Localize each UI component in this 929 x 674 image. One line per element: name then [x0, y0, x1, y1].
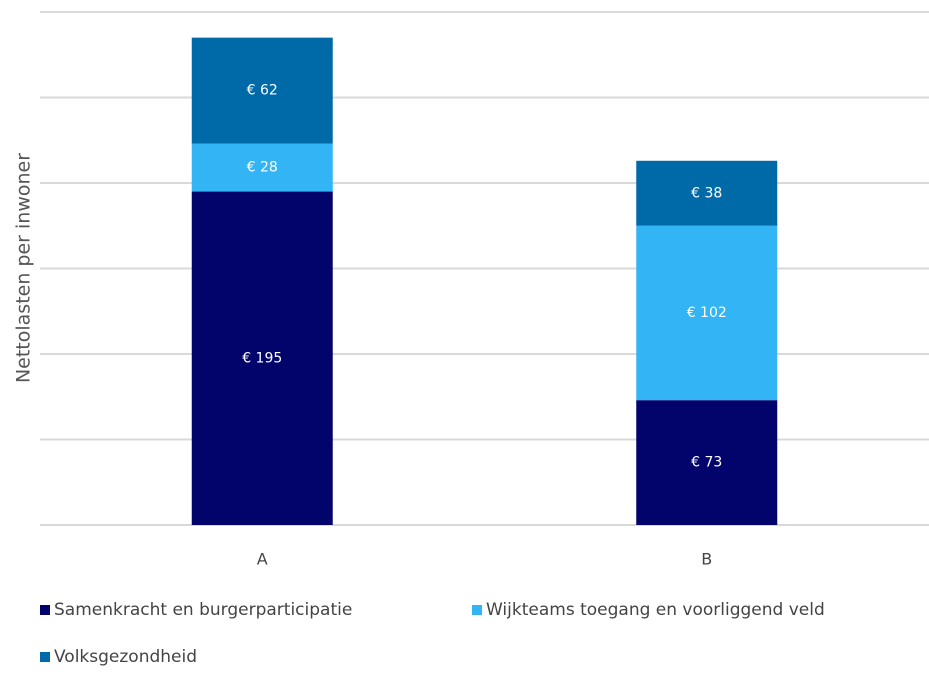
- legend-label: Wijkteams toegang en voorliggend veld: [486, 600, 825, 620]
- bar-segment: [191, 37, 333, 144]
- bar-segment: [636, 400, 778, 525]
- x-tick-label: A: [257, 550, 268, 569]
- legend-swatch: [472, 605, 482, 615]
- value-label: € 28: [247, 160, 278, 176]
- value-label: € 195: [242, 350, 282, 366]
- bar-segment: [191, 191, 333, 526]
- x-tick-label: B: [701, 550, 712, 569]
- value-label: € 73: [691, 455, 722, 471]
- value-label: € 38: [691, 185, 722, 201]
- legend-swatch: [40, 652, 50, 662]
- legend-label: Samenkracht en burgerparticipatie: [54, 600, 352, 620]
- value-label: € 62: [247, 83, 278, 99]
- bar-segment: [636, 160, 778, 226]
- value-label: € 102: [687, 305, 727, 321]
- legend-label: Volksgezondheid: [54, 647, 197, 667]
- y-axis-label: Nettolasten per inwoner: [13, 153, 35, 383]
- bar-segment: [636, 225, 778, 401]
- bar-segment: [191, 143, 333, 192]
- legend-swatch: [40, 605, 50, 615]
